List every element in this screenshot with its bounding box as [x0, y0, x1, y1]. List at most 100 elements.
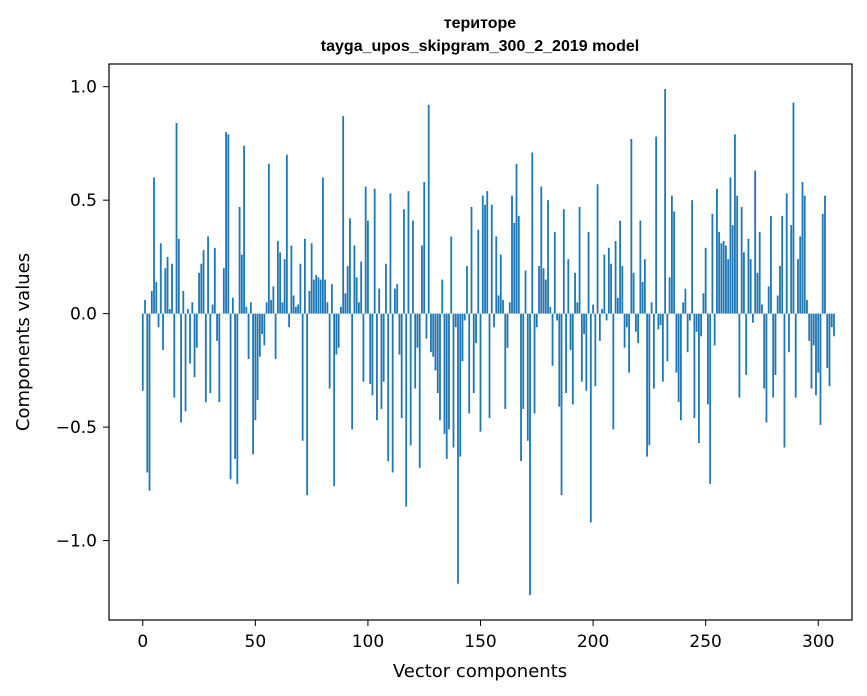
bar — [589, 313, 592, 523]
bar — [526, 313, 529, 441]
bar — [236, 313, 239, 484]
bar — [407, 191, 410, 314]
bar — [216, 313, 218, 341]
x-tick-label: 250 — [689, 632, 721, 652]
bar — [695, 313, 698, 332]
bar — [770, 216, 772, 314]
bar — [756, 272, 759, 314]
bar — [191, 302, 194, 314]
bar — [301, 313, 304, 441]
bar — [614, 241, 617, 314]
y-tick-label: −0.5 — [56, 418, 97, 438]
bar — [745, 313, 748, 375]
y-axis-ticks: −1.0 −0.5 0.0 0.5 1.0 — [56, 78, 109, 552]
bar — [267, 163, 270, 314]
bar — [466, 265, 468, 314]
bar — [716, 188, 718, 314]
bar — [650, 302, 653, 314]
bar — [299, 263, 302, 314]
x-tick-label: 200 — [577, 632, 609, 652]
bar — [445, 313, 448, 459]
bar — [619, 220, 621, 314]
bar — [772, 313, 775, 398]
x-axis-label: Vector components — [393, 661, 567, 682]
bar — [227, 134, 230, 314]
bar — [734, 134, 736, 314]
bar — [605, 313, 608, 321]
bar — [405, 313, 408, 507]
bar — [799, 236, 802, 314]
bar — [709, 313, 712, 484]
bar — [292, 295, 295, 314]
bar — [776, 295, 779, 314]
bar — [479, 313, 482, 432]
bar — [722, 241, 725, 314]
y-tick-label: 0.5 — [70, 191, 97, 211]
bar — [362, 313, 365, 382]
bar — [193, 313, 196, 378]
bar — [551, 313, 554, 366]
bar — [612, 313, 615, 430]
bar — [707, 313, 709, 405]
bar — [686, 313, 689, 353]
bar — [580, 313, 583, 382]
bar — [670, 195, 673, 314]
bar — [812, 313, 815, 346]
bar — [364, 186, 367, 314]
bar — [493, 313, 495, 328]
bar — [369, 313, 372, 384]
bar — [434, 313, 437, 371]
bar — [693, 313, 696, 419]
bar — [443, 313, 446, 434]
bar — [731, 225, 734, 314]
bar — [495, 236, 498, 314]
bar — [659, 313, 662, 325]
bar — [761, 304, 763, 314]
bar — [556, 313, 558, 321]
bar — [249, 302, 252, 314]
x-tick-label: 100 — [352, 632, 384, 652]
bar — [504, 313, 507, 409]
bar — [439, 313, 441, 421]
bar — [340, 306, 342, 314]
bar — [754, 170, 757, 314]
bar — [387, 313, 390, 462]
bar — [610, 263, 612, 314]
bar — [204, 313, 207, 403]
bar — [506, 313, 509, 348]
bar — [542, 268, 545, 314]
bar — [337, 313, 340, 348]
bar — [283, 259, 286, 314]
bar — [490, 204, 493, 314]
x-axis-ticks: 0 50 100 150 200 250 300 — [137, 620, 834, 652]
bar — [344, 293, 347, 314]
bar — [673, 211, 676, 314]
bar — [324, 279, 327, 314]
bar — [752, 313, 754, 323]
bar — [371, 313, 374, 396]
bar — [470, 206, 473, 314]
bar — [218, 313, 221, 403]
bar — [288, 313, 291, 328]
x-tick-label: 300 — [802, 632, 834, 652]
bar — [409, 313, 412, 446]
bar — [146, 313, 149, 473]
bar — [144, 300, 146, 314]
bar — [367, 220, 369, 314]
bar — [157, 313, 160, 328]
bar — [587, 231, 590, 314]
bar — [702, 293, 705, 314]
bar — [592, 304, 594, 314]
bar — [738, 313, 741, 398]
bar — [648, 313, 651, 446]
bar — [281, 302, 284, 314]
bar — [603, 254, 606, 314]
bar — [319, 279, 322, 314]
bar — [213, 247, 216, 314]
bar — [200, 263, 203, 314]
bar — [279, 252, 282, 314]
bar — [403, 209, 405, 314]
bar — [668, 277, 671, 314]
bar — [472, 313, 475, 394]
bar — [801, 182, 804, 314]
